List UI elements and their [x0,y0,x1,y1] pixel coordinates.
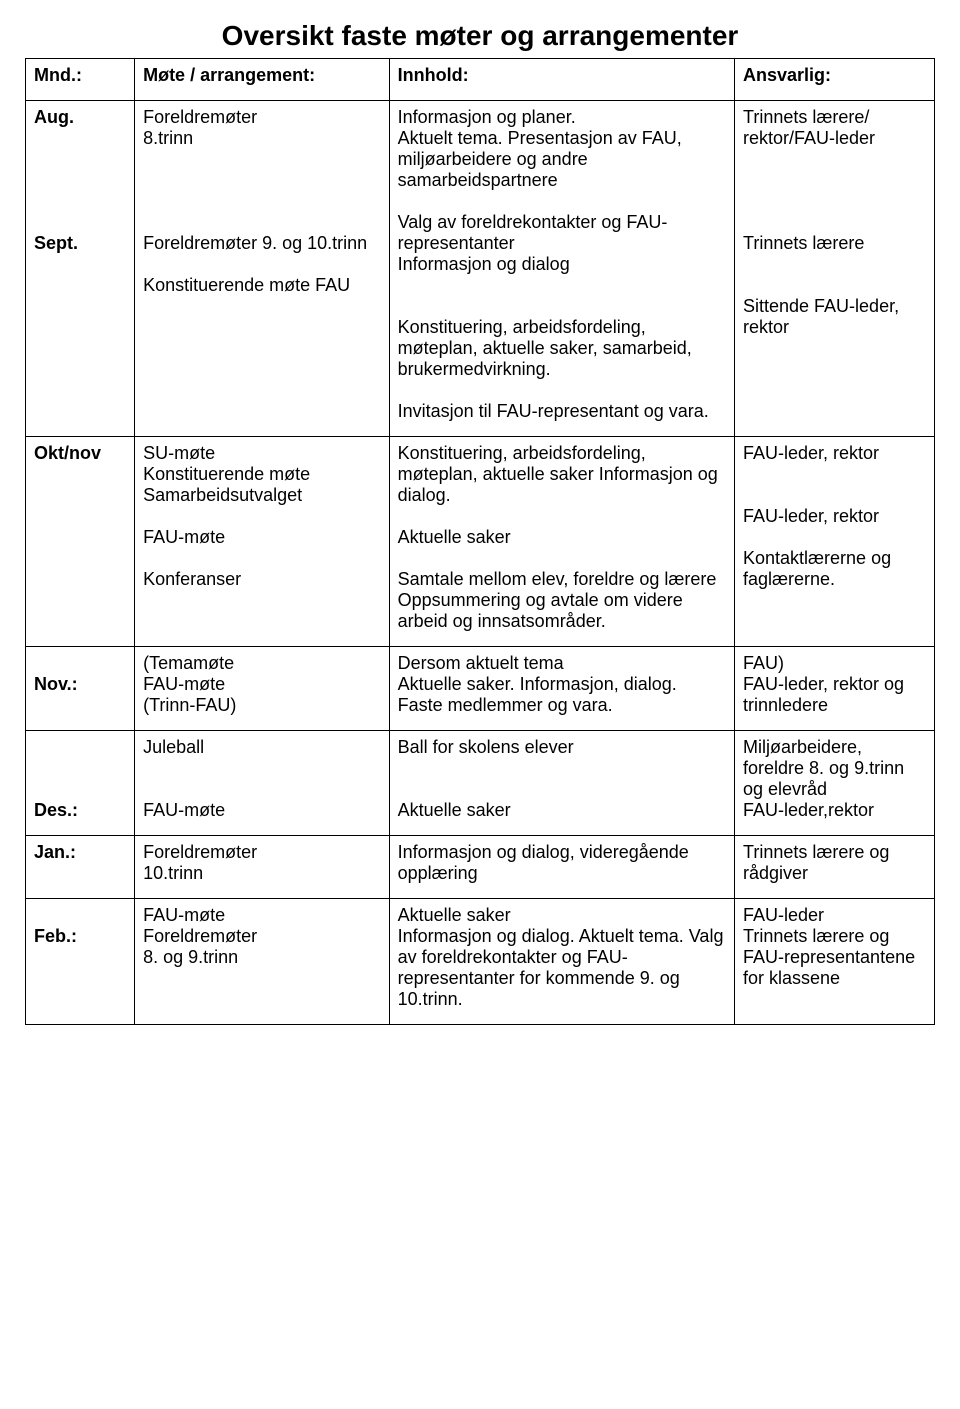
cell-month: Jan.: [26,836,135,899]
cell-responsible: FAU-leder Trinnets lærere og FAU-represe… [735,899,935,1025]
table-row: Jan.:Foreldremøter 10.trinnInformasjon o… [26,836,935,899]
page-title: Oversikt faste møter og arrangementer [25,20,935,52]
table-row: Okt/novSU-møte Konstituerende møte Samar… [26,437,935,647]
cell-content: Ball for skolens elever Aktuelle saker [389,731,734,836]
cell-meeting: SU-møte Konstituerende møte Samarbeidsut… [135,437,390,647]
cell-content: Konstituering, arbeidsfordeling, møtepla… [389,437,734,647]
col-header-content: Innhold: [389,59,734,101]
cell-month: Feb.: [26,899,135,1025]
cell-meeting: Foreldremøter 8.trinn Foreldremøter 9. o… [135,101,390,437]
cell-meeting: (Temamøte FAU-møte (Trinn-FAU) [135,647,390,731]
table-row: Feb.:FAU-møte Foreldremøter 8. og 9.trin… [26,899,935,1025]
cell-responsible: Miljøarbeidere, foreldre 8. og 9.trinn o… [735,731,935,836]
cell-meeting: Foreldremøter 10.trinn [135,836,390,899]
cell-meeting: Juleball FAU-møte [135,731,390,836]
col-header-responsible: Ansvarlig: [735,59,935,101]
cell-content: Informasjon og planer. Aktuelt tema. Pre… [389,101,734,437]
col-header-meeting: Møte / arrangement: [135,59,390,101]
cell-meeting: FAU-møte Foreldremøter 8. og 9.trinn [135,899,390,1025]
cell-responsible: FAU-leder, rektor FAU-leder, rektor Kont… [735,437,935,647]
cell-month: Des.: [26,731,135,836]
table-row: Des.:Juleball FAU-møteBall for skolens e… [26,731,935,836]
table-header-row: Mnd.:Møte / arrangement:Innhold:Ansvarli… [26,59,935,101]
cell-responsible: FAU) FAU-leder, rektor og trinnledere [735,647,935,731]
cell-month: Aug. Sept. [26,101,135,437]
table-row: Nov.:(Temamøte FAU-møte (Trinn-FAU)Derso… [26,647,935,731]
cell-content: Informasjon og dialog, videregående oppl… [389,836,734,899]
table-row: Aug. Sept.Foreldremøter 8.trinn Foreldre… [26,101,935,437]
cell-responsible: Trinnets lærere/ rektor/FAU-leder Trinne… [735,101,935,437]
col-header-month: Mnd.: [26,59,135,101]
cell-content: Aktuelle saker Informasjon og dialog. Ak… [389,899,734,1025]
cell-month: Nov.: [26,647,135,731]
cell-responsible: Trinnets lærere og rådgiver [735,836,935,899]
cell-content: Dersom aktuelt tema Aktuelle saker. Info… [389,647,734,731]
cell-month: Okt/nov [26,437,135,647]
schedule-table: Mnd.:Møte / arrangement:Innhold:Ansvarli… [25,58,935,1025]
